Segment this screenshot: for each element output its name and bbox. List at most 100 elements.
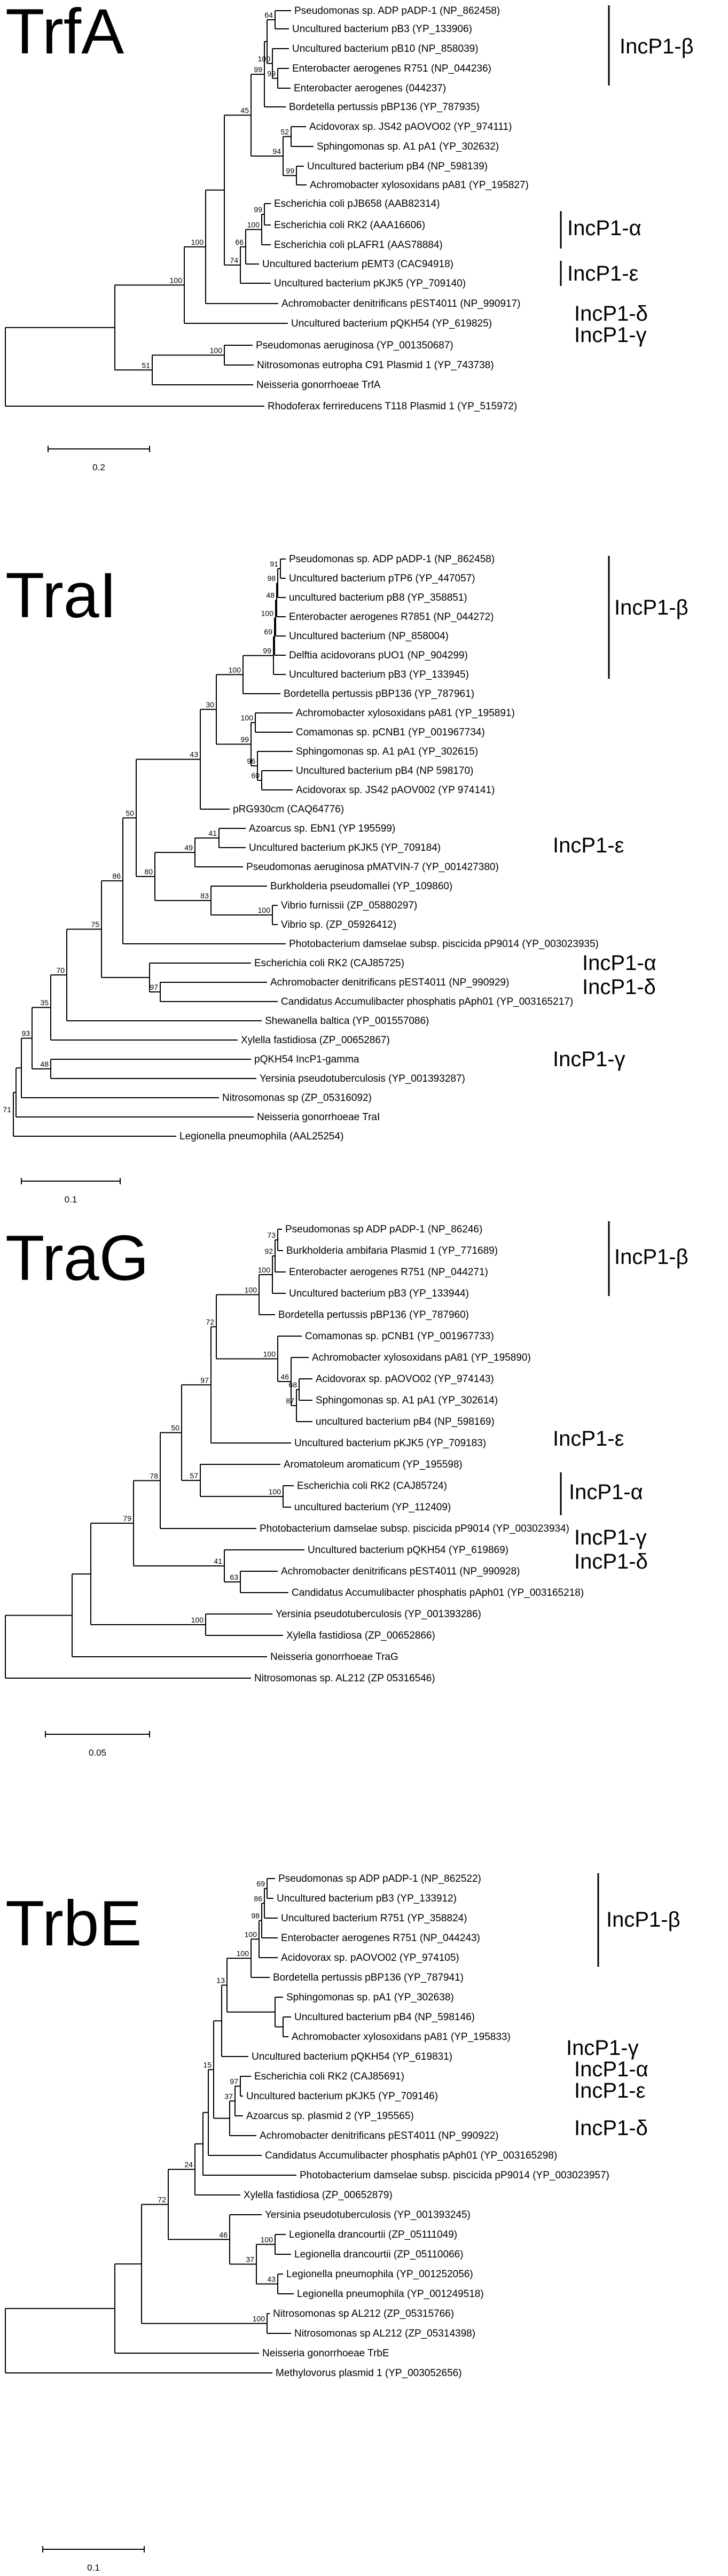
- bootstrap-value: 57: [190, 1471, 198, 1480]
- taxon-label: Photobacterium damselae subsp. piscicida…: [300, 2170, 609, 2181]
- taxon-label: Yersinia pseudotuberculosis (YP_00139328…: [276, 1609, 481, 1620]
- taxon-label: Achromobacter denitrificans pEST4011 (NP…: [281, 298, 520, 309]
- taxon-label: Neisseria gonorrhoeae TrbE: [262, 2348, 389, 2359]
- bootstrap-value: 51: [142, 361, 150, 369]
- taxon-label: Legionella drancourtii (ZP_05111049): [289, 2229, 457, 2240]
- clade-label: IncP1-ε: [553, 834, 624, 857]
- taxon-label: Enterobacter aerogenes R751 (NP_044236): [292, 63, 491, 74]
- bootstrap-value: 100: [258, 906, 271, 914]
- bootstrap-value: 99: [263, 647, 271, 655]
- bootstrap-value: 100: [261, 2236, 273, 2244]
- clade-label: IncP1-β: [614, 1245, 688, 1269]
- bootstrap-value: 93: [21, 1029, 30, 1038]
- bootstrap-value: 45: [240, 106, 249, 114]
- bootstrap-value: 86: [112, 872, 121, 880]
- bootstrap-value: 100: [247, 221, 260, 229]
- bootstrap-value: 99: [267, 69, 276, 78]
- bootstrap-value: 100: [245, 1286, 257, 1294]
- taxon-label: Uncultured bacterium pB3 (YP_133906): [292, 24, 472, 35]
- taxon-label: Achromobacter xylosoxidans pA81 (YP_1958…: [310, 180, 529, 191]
- bootstrap-value: 92: [264, 1247, 273, 1255]
- bootstrap-value: 80: [144, 867, 153, 876]
- bootstrap-value: 13: [216, 1976, 225, 1984]
- bootstrap-value: 70: [56, 966, 65, 974]
- bootstrap-value: 100: [263, 1350, 276, 1359]
- bootstrap-value: 100: [191, 238, 204, 246]
- bootstrap-value: 41: [208, 829, 217, 837]
- bootstrap-value: 30: [206, 700, 214, 709]
- taxon-label: Uncultured bacterium pB4 (NP 598170): [296, 765, 473, 777]
- taxon-label: Vibrio sp. (ZP_05926412): [281, 919, 396, 930]
- taxon-label: Achromobacter denitrificans pEST4011 (NP…: [270, 977, 509, 988]
- tree-panel-trai: TraI Pseudomonas sp. ADP pADP-1 (NP_86245…: [3, 554, 688, 1205]
- taxon-label: Comamonas sp. pCNB1 (YP_001967733): [305, 1331, 494, 1342]
- taxon-label: pRG930cm (CAQ64776): [233, 804, 344, 815]
- bootstrap-value: 73: [267, 1231, 276, 1239]
- taxon-label: Uncultured bacterium pB4 (NP_598146): [294, 2012, 475, 2023]
- taxon-label: Xylella fastidiosa (ZP_00652867): [241, 1035, 390, 1046]
- taxon-label: Achromobacter denitrificans pEST4011 (NP…: [281, 1566, 520, 1577]
- taxon-label: Escherichia coli pJB658 (AAB82314): [274, 198, 440, 210]
- bootstrap-value: 52: [280, 128, 289, 136]
- bootstrap-value: 100: [253, 2315, 265, 2323]
- bootstrap-value: 100: [241, 713, 254, 722]
- taxon-label: Vibrio furnissii (ZP_05880297): [281, 900, 417, 911]
- bootstrap-value: 69: [256, 1880, 265, 1888]
- clade-label: IncP1-δ: [574, 302, 648, 325]
- taxon-label: Bordetella pertussis pBP136 (YP_787960): [278, 1309, 469, 1321]
- taxon-label: Escherichia coli pLAFR1 (AAS78884): [274, 239, 443, 251]
- taxon-label: Nitrosomonas sp (ZP_05316092): [222, 1092, 372, 1104]
- taxon-label: Legionella pneumophila (YP_001252056): [286, 2269, 473, 2280]
- taxon-label: Uncultured bacterium pQKH54 (YP_619825): [291, 318, 492, 329]
- bootstrap-value: 66: [235, 238, 244, 246]
- taxon-label: Nitrosomonas sp AL212 (ZP_05315766): [273, 2308, 454, 2319]
- bootstrap-value: 24: [184, 2160, 193, 2169]
- bootstrap-value: 37: [246, 2255, 254, 2264]
- panel-title: TraG: [5, 1222, 149, 1294]
- taxon-label: Uncultured bacterium pTP6 (YP_447057): [289, 573, 475, 584]
- bootstrap-value: 100: [245, 1930, 257, 1938]
- taxon-label: Uncultured bacterium pKJK5 (YP_709146): [246, 2091, 438, 2102]
- clade-label: IncP1-γ: [566, 2036, 639, 2060]
- taxon-label: Candidatus Accumulibacter phosphatis pAp…: [281, 996, 573, 1007]
- taxon-label: Xylella fastidiosa (ZP_00652866): [286, 1630, 435, 1641]
- taxon-label: Acidovorax sp. JS42 pAOVO02 (YP_974111): [309, 121, 512, 133]
- bootstrap-value: 97: [150, 983, 158, 991]
- taxon-label: Achromobacter denitrificans pEST4011 (NP…: [260, 2130, 498, 2142]
- taxon-label: Nitrosomonas sp. AL212 (ZP 05316546): [254, 1673, 435, 1684]
- taxon-label: Burkholderia pseudomallei (YP_109860): [270, 881, 452, 892]
- taxon-label: Achromobacter xylosoxidans pA81 (YP_1958…: [312, 1352, 531, 1363]
- taxon-label: Methylovorus plasmid 1 (YP_003052656): [276, 2368, 462, 2379]
- taxon-label: Pseudomonas sp. ADP pADP-1 (NP_862458): [289, 554, 495, 565]
- taxon-label: Pseudomonas aeruginosa (YP_001350687): [256, 340, 453, 351]
- taxon-label: Enterobacter aerogenes R751 (NP_044271): [289, 1267, 488, 1278]
- taxon-label: Rhodoferax ferrireducens T118 Plasmid 1 …: [268, 401, 517, 412]
- taxon-label: Uncultured bacterium pB3 (YP_133912): [277, 1893, 457, 1904]
- bootstrap-value: 91: [270, 560, 278, 568]
- taxon-label: Azoarcus sp. EbN1 (YP 195599): [249, 823, 395, 834]
- bootstrap-value: 98: [267, 574, 276, 583]
- taxon-label: Escherichia coli RK2 (CAJ85691): [254, 2071, 404, 2082]
- taxon-label: Uncultured bacterium R751 (YP_358824): [281, 1913, 467, 1924]
- clade-label: IncP1-δ: [574, 2116, 648, 2140]
- taxon-label: Uncultured bacterium pKJK5 (YP_709183): [294, 1438, 486, 1449]
- taxon-label: Enterobacter aerogenes R751 (NP_044243): [281, 1933, 480, 1944]
- taxon-label: Photobacterium damselae subsp. piscicida…: [260, 1523, 569, 1534]
- taxon-label: Shewanella baltica (YP_001557086): [265, 1015, 429, 1027]
- bootstrap-value: 43: [190, 750, 198, 759]
- taxon-label: Uncultured bacterium pKJK5 (YP_709184): [249, 842, 441, 854]
- tree-panel-trbe: TrbE Pseudomonas sp ADP pADP-1 (NP_862522…: [5, 1873, 680, 2573]
- bootstrap-value: 69: [264, 627, 272, 636]
- bootstrap-value: 50: [171, 1424, 179, 1432]
- scale-bar-label: 0.1: [87, 2563, 100, 2573]
- bootstrap-value: 72: [158, 2195, 166, 2204]
- taxon-label: Uncultured bacterium pB3 (YP_133944): [289, 1288, 469, 1299]
- taxon-label: Sphingomonas sp. pA1 (YP_302638): [286, 1992, 454, 2003]
- taxon-label: Uncultured bacterium pB4 (NP_598139): [307, 161, 488, 172]
- taxon-label: pQKH54 IncP1-gamma: [254, 1054, 359, 1065]
- taxon-label: uncultured bacterium pB4 (NP_598169): [316, 1416, 495, 1427]
- bootstrap-value: 100: [210, 346, 223, 355]
- bootstrap-value: 100: [191, 1616, 204, 1624]
- bootstrap-value: 100: [261, 609, 274, 617]
